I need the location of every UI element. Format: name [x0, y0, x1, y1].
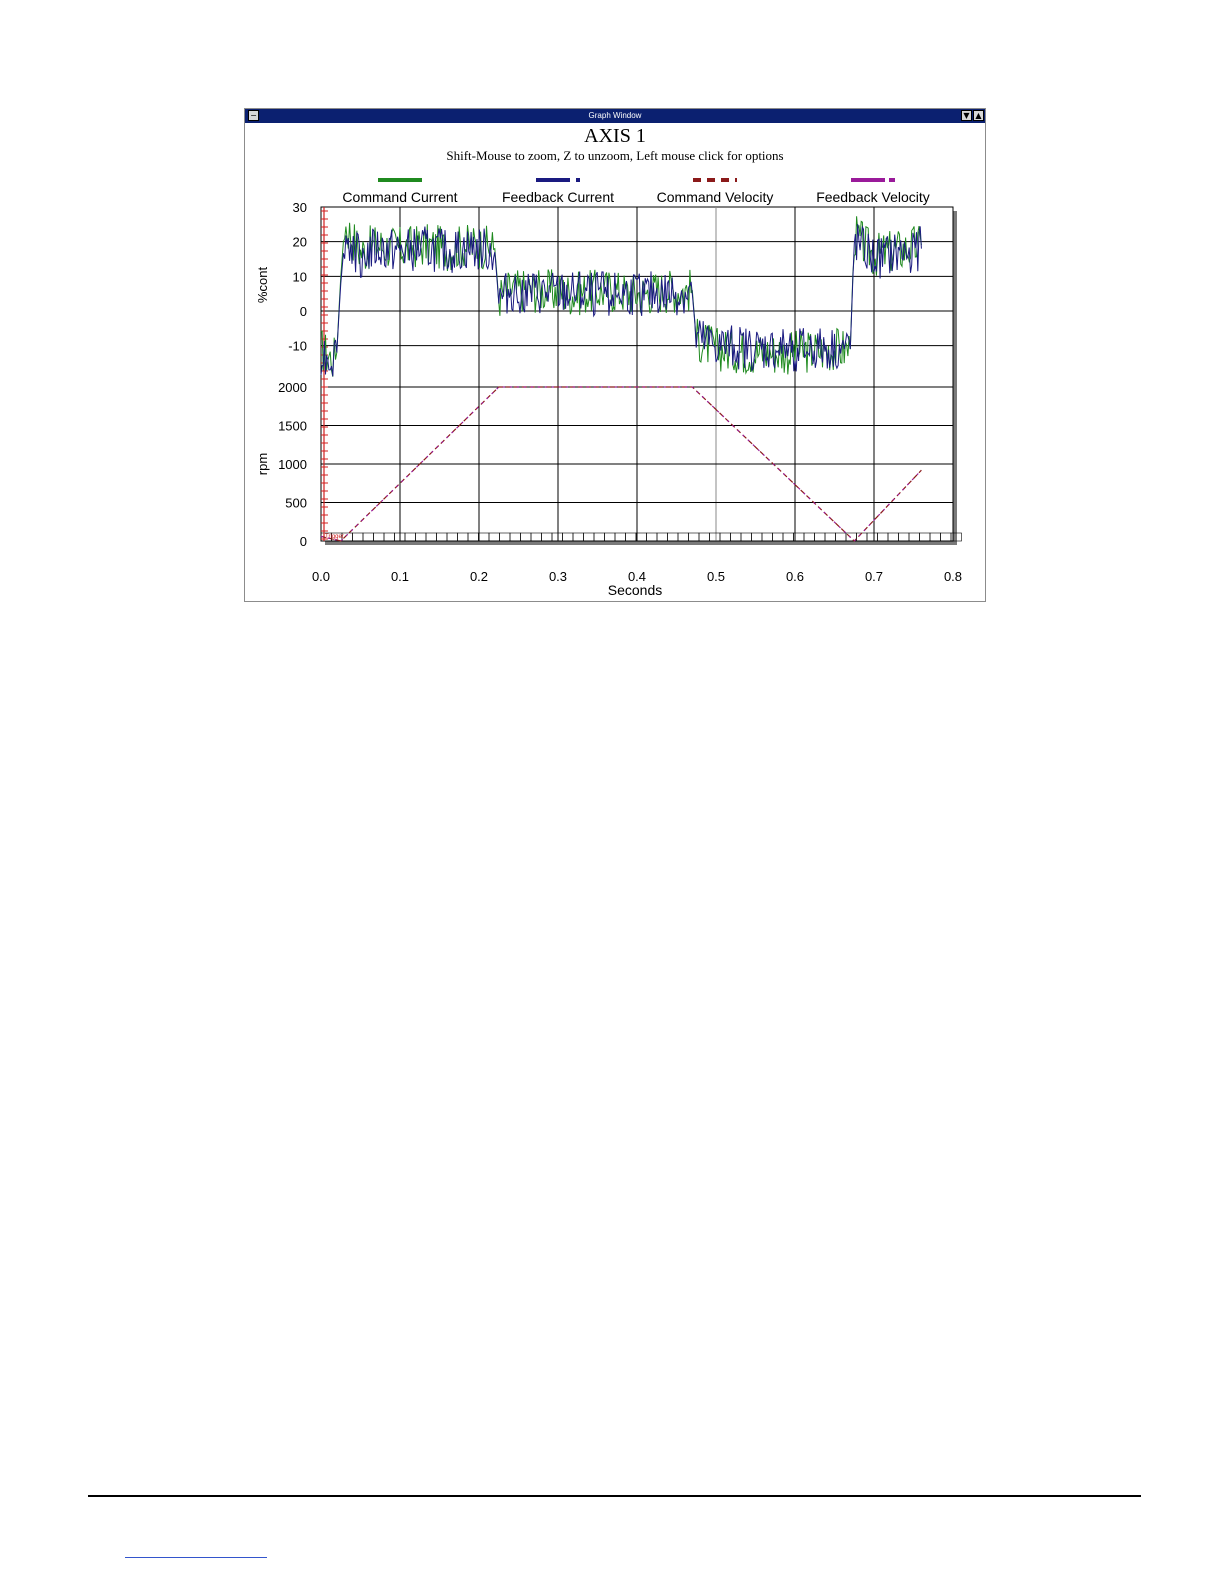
- footer-link-underline[interactable]: [125, 1557, 267, 1558]
- window-title: Graph Window: [588, 111, 642, 120]
- window-menu-icon[interactable]: −: [248, 110, 259, 121]
- chart-title: AXIS 1: [584, 125, 646, 147]
- minimize-icon[interactable]: ▼: [961, 110, 972, 121]
- x-axis-label: Seconds: [608, 582, 662, 598]
- y-tick-label: 500: [285, 496, 307, 511]
- plot-area[interactable]: 0.0 0.1 0.2 0.3 0.4 0.5 0.6 0.7 0.8 30 20 10 0 -10 %co…: [255, 200, 962, 584]
- x-tick-label: 0.4: [628, 569, 646, 584]
- x-tick-label: 0.3: [549, 569, 567, 584]
- x-tick-label: 0.7: [865, 569, 883, 584]
- x-tick-label: 0.0: [312, 569, 330, 584]
- x-tick-label: 0.1: [391, 569, 409, 584]
- y-axis-label-velocity: rpm: [255, 453, 270, 475]
- y-tick-label: 10: [293, 269, 307, 284]
- page-divider: [88, 1495, 1141, 1497]
- trigger-label: Trigger: [325, 534, 344, 540]
- chart[interactable]: AXIS 1 Shift-Mouse to zoom, Z to unzoom,…: [245, 109, 985, 601]
- chart-subtitle: Shift-Mouse to zoom, Z to unzoom, Left m…: [446, 148, 783, 163]
- y-tick-label: 0: [300, 534, 307, 549]
- legend-label: Command Current: [342, 189, 457, 205]
- legend-label: Feedback Current: [502, 189, 614, 205]
- x-tick-label: 0.2: [470, 569, 488, 584]
- y-tick-label: 2000: [278, 380, 307, 395]
- y-tick-label: 30: [293, 200, 307, 215]
- y-tick-label: 1500: [278, 419, 307, 434]
- maximize-icon[interactable]: ▲: [973, 110, 984, 121]
- y-tick-label: 20: [293, 235, 307, 250]
- series-line-feedback-velocity: [320, 386, 922, 542]
- series-line-feedback-current: [320, 224, 922, 377]
- x-tick-label: 0.6: [786, 569, 804, 584]
- y-axis-label-current: %cont: [255, 267, 270, 304]
- window-title-bar[interactable]: − Graph Window ▼ ▲: [245, 109, 985, 123]
- legend: Command Current Feedback Current Command V…: [342, 178, 930, 205]
- y-tick-label: 1000: [278, 457, 307, 472]
- x-minor-tick-box: [950, 532, 962, 542]
- y-tick-label: 0: [300, 304, 307, 319]
- x-tick-label: 0.8: [944, 569, 962, 584]
- y-tick-label: -10: [288, 339, 307, 354]
- x-tick-label: 0.5: [707, 569, 725, 584]
- graph-window: − Graph Window ▼ ▲ AXIS 1 Shift-Mouse to…: [244, 108, 986, 602]
- legend-label: Feedback Velocity: [816, 189, 930, 205]
- legend-label: Command Velocity: [657, 189, 774, 205]
